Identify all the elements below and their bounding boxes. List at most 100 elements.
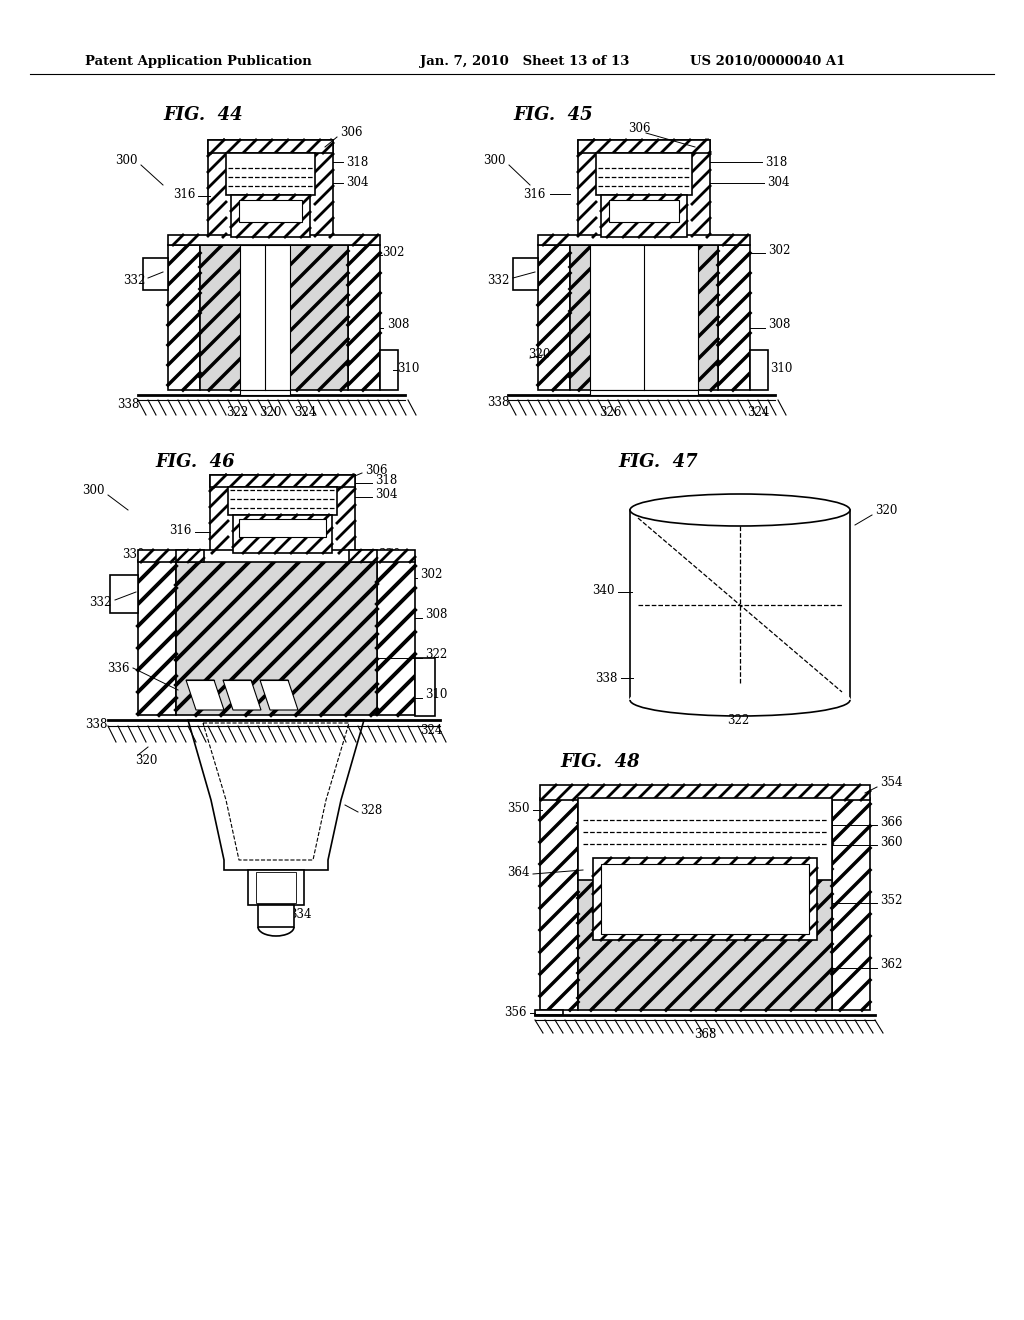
Bar xyxy=(337,475,355,553)
Bar xyxy=(380,350,398,389)
Bar xyxy=(578,140,710,238)
Bar xyxy=(110,576,138,612)
Text: 308: 308 xyxy=(387,318,410,331)
Polygon shape xyxy=(223,680,261,710)
Text: 362: 362 xyxy=(880,958,902,972)
Text: 318: 318 xyxy=(375,474,397,487)
Text: 302: 302 xyxy=(768,243,791,256)
Text: 314: 314 xyxy=(633,203,655,216)
Bar xyxy=(228,487,337,515)
Bar xyxy=(258,906,294,927)
Bar xyxy=(540,785,870,800)
Bar xyxy=(601,865,809,935)
Bar xyxy=(570,246,718,389)
Bar xyxy=(233,515,332,553)
Bar xyxy=(210,475,355,487)
Text: FIG.  45: FIG. 45 xyxy=(513,106,593,124)
Bar xyxy=(570,246,718,389)
Bar xyxy=(535,1010,563,1015)
Bar xyxy=(590,246,698,389)
Text: 304: 304 xyxy=(375,488,397,502)
Bar xyxy=(593,858,817,940)
Text: 340: 340 xyxy=(593,583,615,597)
Bar xyxy=(210,475,228,553)
Bar xyxy=(578,799,831,880)
Text: 312: 312 xyxy=(255,219,278,231)
Bar xyxy=(143,257,168,290)
Text: 302: 302 xyxy=(420,569,442,582)
Bar xyxy=(692,140,710,238)
Bar xyxy=(538,246,570,389)
Bar xyxy=(538,246,570,389)
Bar xyxy=(540,799,578,1010)
Bar xyxy=(168,246,200,389)
Text: 316: 316 xyxy=(174,189,196,202)
Text: 314: 314 xyxy=(260,203,283,216)
Bar xyxy=(578,140,710,153)
Text: 320: 320 xyxy=(135,754,158,767)
Text: 308: 308 xyxy=(768,318,791,331)
Bar xyxy=(348,246,380,389)
Bar xyxy=(601,195,687,238)
Text: 304: 304 xyxy=(767,177,790,190)
Text: 310: 310 xyxy=(425,689,447,701)
Text: 320: 320 xyxy=(528,348,550,362)
Polygon shape xyxy=(260,680,298,710)
Bar xyxy=(377,550,415,562)
Bar xyxy=(239,201,302,222)
Bar xyxy=(590,389,698,395)
Bar xyxy=(168,235,380,246)
Text: 304: 304 xyxy=(346,177,369,190)
Text: FIG.  48: FIG. 48 xyxy=(560,752,640,771)
Bar xyxy=(718,235,750,246)
Text: 312: 312 xyxy=(633,219,655,231)
Bar xyxy=(208,140,333,153)
Text: 312: 312 xyxy=(236,537,258,550)
Text: 302: 302 xyxy=(382,246,404,259)
Bar xyxy=(233,515,332,553)
Text: 316: 316 xyxy=(523,187,546,201)
Text: 310: 310 xyxy=(397,362,420,375)
Text: 314: 314 xyxy=(270,517,293,531)
Text: 306: 306 xyxy=(628,121,650,135)
Text: 318: 318 xyxy=(346,156,369,169)
Text: 358: 358 xyxy=(694,892,716,906)
Text: 318: 318 xyxy=(765,156,787,169)
Bar xyxy=(208,140,333,153)
Bar xyxy=(593,858,817,940)
Bar xyxy=(138,560,176,715)
Text: 330: 330 xyxy=(123,549,145,561)
Text: 336: 336 xyxy=(108,661,130,675)
Text: 360: 360 xyxy=(880,836,902,849)
Text: 368: 368 xyxy=(694,1028,716,1041)
Bar xyxy=(239,519,326,537)
Bar xyxy=(718,246,750,389)
Text: 352: 352 xyxy=(880,894,902,907)
Bar xyxy=(578,140,596,238)
Text: 330: 330 xyxy=(378,549,400,561)
Text: 320: 320 xyxy=(874,503,897,516)
Text: 332: 332 xyxy=(123,273,145,286)
Bar xyxy=(231,195,310,238)
Text: 338: 338 xyxy=(596,672,618,685)
Bar xyxy=(176,560,377,715)
Bar xyxy=(200,246,348,389)
Ellipse shape xyxy=(630,494,850,525)
Bar xyxy=(601,195,687,238)
Text: 324: 324 xyxy=(746,407,769,420)
Bar xyxy=(231,195,310,238)
Bar xyxy=(248,870,304,906)
Bar xyxy=(415,657,435,715)
Text: 332: 332 xyxy=(90,595,112,609)
Bar xyxy=(578,140,710,153)
Bar xyxy=(348,235,380,246)
Text: 354: 354 xyxy=(880,776,902,788)
Bar xyxy=(176,550,204,562)
Text: Jan. 7, 2010   Sheet 13 of 13: Jan. 7, 2010 Sheet 13 of 13 xyxy=(420,55,630,69)
Bar xyxy=(240,389,290,395)
Bar xyxy=(200,246,348,389)
Bar xyxy=(168,235,200,246)
Text: 322: 322 xyxy=(727,714,750,726)
Text: 366: 366 xyxy=(880,816,902,829)
Bar xyxy=(200,246,348,389)
